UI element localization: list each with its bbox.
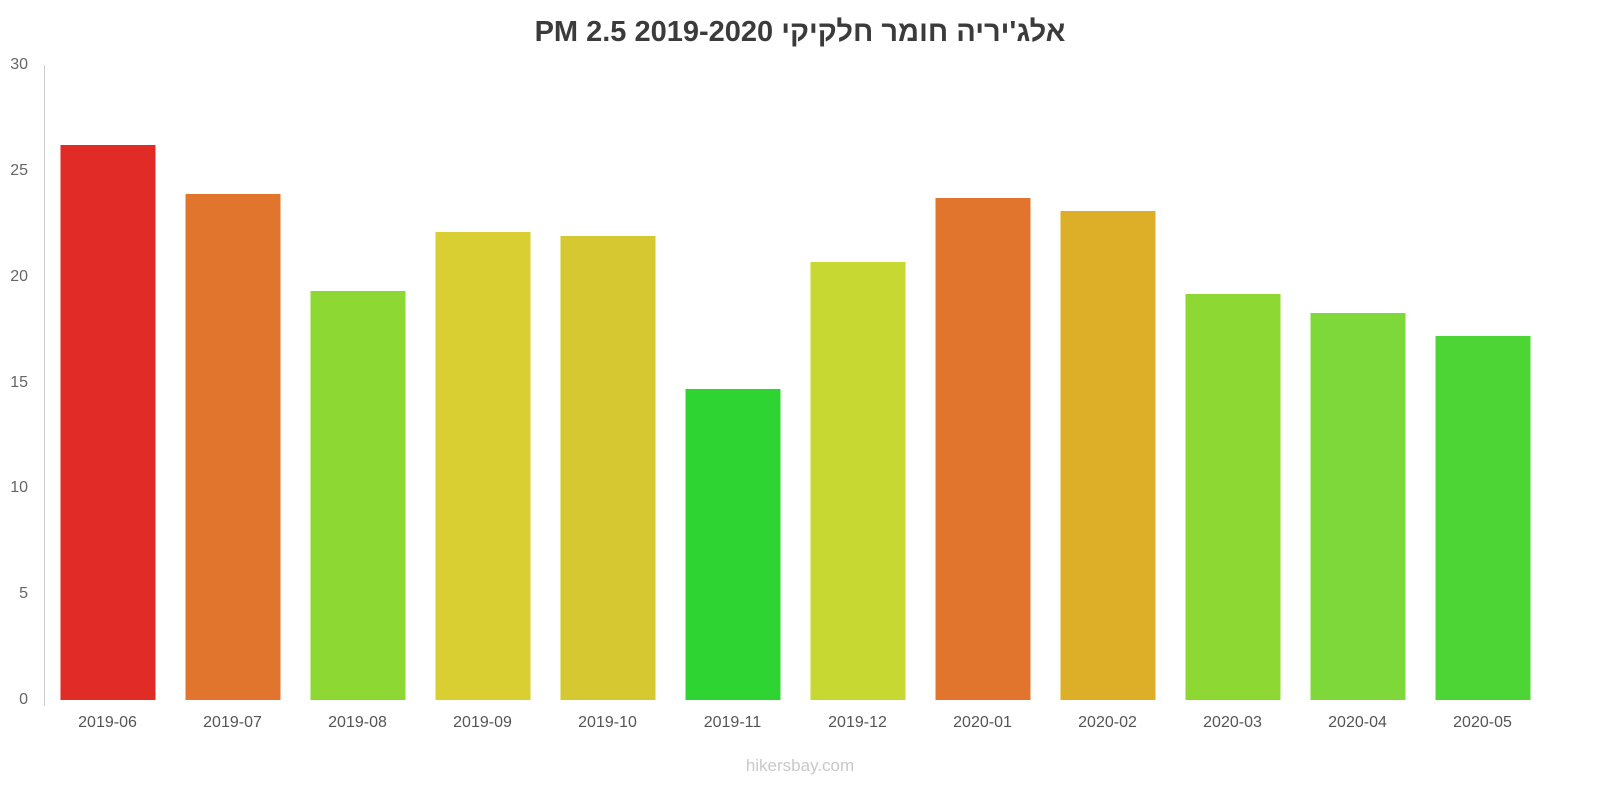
y-axis-tick-label: 15 — [10, 373, 28, 391]
x-axis-tick-label: 2019-09 — [453, 714, 512, 731]
bar-slot: 2019-07 — [170, 65, 295, 731]
x-axis-tick-label: 2020-04 — [1328, 714, 1387, 731]
y-axis-tick-label: 25 — [10, 161, 28, 179]
y-axis-tick-label: 5 — [19, 585, 28, 603]
bar-slot: 2019-06 — [45, 65, 170, 731]
bar-2020-01 — [935, 198, 1030, 700]
bar-2019-08 — [310, 291, 405, 700]
y-axis-tick-label: 0 — [19, 691, 28, 708]
bar-2019-11 — [685, 388, 780, 700]
plot-area: 2019-06 2019-07 2019-08 2019-09 2019-10 2019-… — [45, 65, 1545, 731]
x-axis-tick-label: 2020-02 — [1078, 714, 1137, 731]
x-axis-tick-label: 2019-12 — [828, 714, 887, 731]
bar-slot: 2020-03 — [1170, 65, 1295, 731]
y-axis-tick-label: 20 — [10, 267, 28, 285]
bar-2020-04 — [1310, 312, 1405, 700]
bar-2019-12 — [810, 261, 905, 700]
y-axis-line — [44, 65, 45, 706]
bar-slot: 2019-10 — [545, 65, 670, 731]
bar-2019-10 — [560, 236, 655, 700]
y-axis-tick-label: 30 — [10, 56, 28, 73]
bar-2020-03 — [1185, 293, 1280, 700]
bar-2019-06 — [60, 145, 155, 700]
x-axis-tick-label: 2020-05 — [1453, 714, 1512, 731]
x-axis-tick-label: 2019-08 — [328, 714, 387, 731]
x-axis-tick-label: 2019-06 — [78, 714, 137, 731]
bar-2019-07 — [185, 194, 280, 700]
x-axis-tick-label: 2020-01 — [953, 714, 1012, 731]
x-axis-tick-label: 2020-03 — [1203, 714, 1262, 731]
bar-2020-05 — [1435, 335, 1530, 700]
bar-slot: 2020-01 — [920, 65, 1045, 731]
bar-slot: 2019-11 — [670, 65, 795, 731]
bar-slot: 2019-12 — [795, 65, 920, 731]
bar-slot: 2020-04 — [1295, 65, 1420, 731]
bar-2020-02 — [1060, 211, 1155, 700]
watermark-text: hikersbay.com — [745, 756, 855, 775]
bar-slot: 2020-02 — [1045, 65, 1170, 731]
bar-2019-09 — [435, 232, 530, 700]
x-axis-tick-label: 2019-11 — [703, 714, 762, 731]
y-axis: 0 5 10 15 20 25 30 — [0, 57, 36, 708]
y-axis-tick-label: 10 — [10, 479, 28, 497]
chart-title: אלג'יריה חומר חלקיקי PM 2.5 2019-2020 — [534, 16, 1066, 48]
x-axis-tick-label: 2019-07 — [203, 714, 262, 731]
x-axis-tick-label: 2019-10 — [578, 714, 637, 731]
bar-slot: 2020-05 — [1420, 65, 1545, 731]
bar-slot: 2019-09 — [420, 65, 545, 731]
bar-slot: 2019-08 — [295, 65, 420, 731]
